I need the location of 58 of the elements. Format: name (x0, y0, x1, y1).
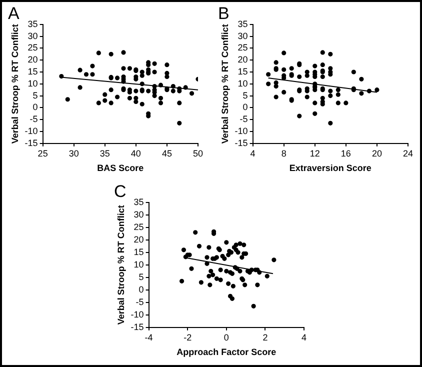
y-tick-label: 10 (238, 78, 248, 88)
x-tick-label: 35 (100, 148, 110, 158)
x-tick-label: 30 (68, 148, 79, 158)
y-tick-label: 20 (28, 54, 38, 65)
x-tick-label: 45 (162, 148, 172, 158)
y-tick-label: 30 (238, 30, 248, 41)
y-tick-label: 5 (32, 90, 38, 100)
y-tick-label: -10 (24, 126, 38, 136)
x-tick-label: 0 (224, 332, 229, 342)
y-tick-label: 5 (242, 90, 248, 100)
x-tick-label: 4 (301, 332, 307, 342)
y-axis-title: Verbal Stroop % RT Conflict (220, 24, 230, 144)
x-axis-title: Extraversion Score (289, 163, 372, 174)
y-tick-label: -10 (234, 126, 248, 136)
x-axis-title: BAS Score (97, 163, 144, 174)
x-tick-label: -2 (184, 332, 192, 342)
y-tick-label: 5 (138, 272, 144, 282)
y-tick-label: 35 (28, 18, 38, 29)
x-tick-label: 24 (402, 148, 414, 158)
y-tick-label: 35 (134, 196, 144, 207)
y-tick-label: 15 (238, 66, 248, 76)
y-tick-label: -5 (30, 114, 38, 124)
y-tick-label: -5 (136, 296, 144, 307)
y-tick-label: 15 (134, 246, 144, 257)
y-tick-label: 30 (28, 30, 38, 41)
y-tick-label: -15 (24, 138, 38, 148)
chart-title: B (218, 4, 230, 23)
y-tick-label: -15 (130, 322, 144, 332)
y-tick-label: 0 (242, 102, 248, 112)
y-axis-title: Verbal Stroop % RT Conflict (10, 24, 20, 144)
y-tick-label: -10 (130, 309, 144, 320)
chart-title: C (114, 182, 126, 201)
y-tick-label: 10 (134, 259, 144, 270)
y-tick-label: -5 (240, 114, 248, 124)
y-tick-label: 0 (32, 102, 38, 112)
x-tick-label: 50 (192, 148, 204, 158)
y-tick-label: 35 (238, 18, 248, 29)
y-tick-label: 0 (138, 284, 144, 294)
x-tick-label: 8 (281, 148, 286, 158)
y-tick-label: -15 (234, 138, 248, 148)
x-tick-label: 20 (372, 148, 382, 158)
x-axis-title: Approach Factor Score (176, 347, 276, 358)
y-tick-label: 30 (134, 209, 144, 220)
y-tick-label: 10 (28, 78, 38, 88)
chart-title: A (8, 4, 20, 23)
x-tick-label: 12 (310, 148, 320, 158)
x-tick-label: 16 (340, 148, 351, 158)
y-tick-label: 20 (134, 234, 144, 244)
y-axis-title: Verbal Stroop % RT Conflict (116, 205, 126, 325)
x-tick-label: 40 (130, 148, 141, 158)
y-tick-label: 20 (238, 54, 248, 65)
x-tick-label: 2 (262, 332, 268, 342)
x-tick-label: -4 (144, 332, 153, 342)
x-tick-label: 4 (250, 148, 256, 158)
y-tick-label: 25 (238, 42, 248, 53)
y-tick-label: 25 (28, 42, 38, 53)
y-tick-label: 15 (28, 66, 38, 76)
y-tick-label: 25 (134, 222, 144, 232)
